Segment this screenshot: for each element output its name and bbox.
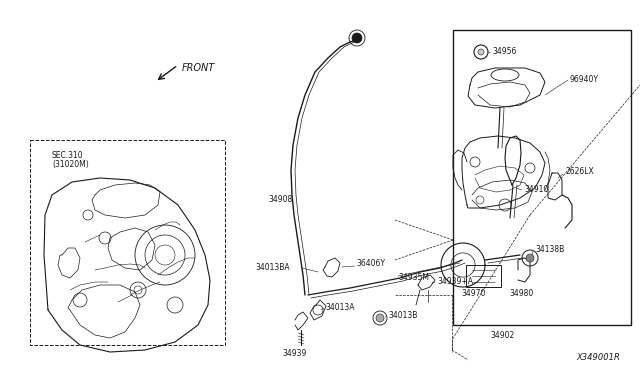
Text: 34970: 34970 — [462, 289, 486, 298]
Circle shape — [352, 33, 362, 43]
Text: 36406Y: 36406Y — [356, 260, 385, 269]
Text: 34902: 34902 — [491, 330, 515, 340]
Bar — [453, 30, 631, 325]
Text: 34939+A: 34939+A — [437, 278, 473, 286]
Text: 34980: 34980 — [510, 289, 534, 298]
Text: 34138B: 34138B — [535, 246, 564, 254]
Text: 34908: 34908 — [268, 196, 292, 205]
Text: FRONT: FRONT — [182, 63, 215, 73]
Text: 34956: 34956 — [492, 48, 516, 57]
Circle shape — [376, 314, 384, 322]
Text: 34939: 34939 — [283, 349, 307, 357]
Bar — [466, 265, 501, 287]
Text: 34013A: 34013A — [325, 304, 355, 312]
Text: (31020M): (31020M) — [52, 160, 89, 169]
Text: 34013BA: 34013BA — [255, 263, 290, 272]
Text: X349001R: X349001R — [576, 353, 620, 362]
Text: 34013B: 34013B — [388, 311, 417, 321]
Text: 34935M: 34935M — [398, 273, 429, 282]
Text: 34910: 34910 — [524, 186, 548, 195]
Text: SEC.310: SEC.310 — [52, 151, 84, 160]
Bar — [30, 140, 225, 345]
Text: 2626LX: 2626LX — [565, 167, 594, 176]
Text: 96940Y: 96940Y — [570, 76, 599, 84]
Circle shape — [526, 254, 534, 262]
Circle shape — [478, 49, 484, 55]
